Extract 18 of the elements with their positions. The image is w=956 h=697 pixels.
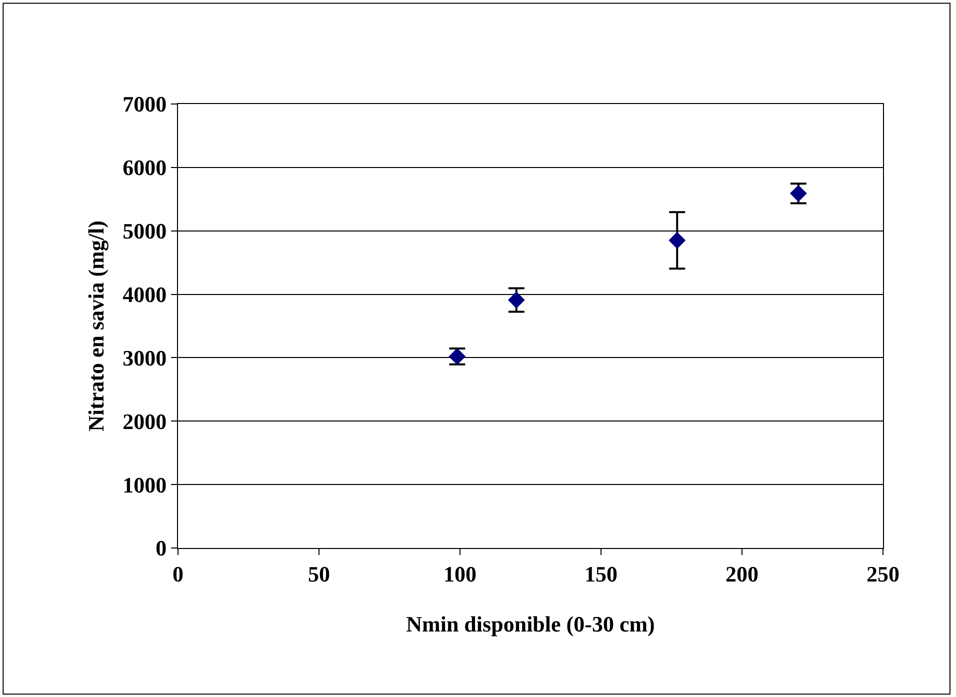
y-tick-label: 0 [156, 536, 167, 561]
x-tick-label: 200 [726, 561, 758, 586]
x-tick-label: 50 [308, 561, 330, 586]
x-tick-label: 100 [444, 561, 476, 586]
y-tick-label: 1000 [122, 472, 167, 498]
y-tick-label: 4000 [122, 282, 167, 307]
x-tick-label: 250 [866, 561, 900, 586]
y-tick-label: 5000 [122, 218, 167, 244]
point [508, 292, 525, 308]
y-tick-label: 6000 [122, 155, 167, 180]
x-tick-label: 0 [172, 561, 184, 586]
x-tick-label: 150 [584, 561, 618, 586]
x-axis-title: Nmin disponible (0-30 cm) [406, 611, 655, 636]
y-tick-label: 2000 [122, 408, 167, 434]
point [668, 232, 686, 249]
y-axis-title: Nitrato en savia (mg/l) [83, 220, 108, 432]
y-tick-label: 3000 [122, 345, 167, 370]
y-tick-label: 7000 [122, 92, 167, 117]
